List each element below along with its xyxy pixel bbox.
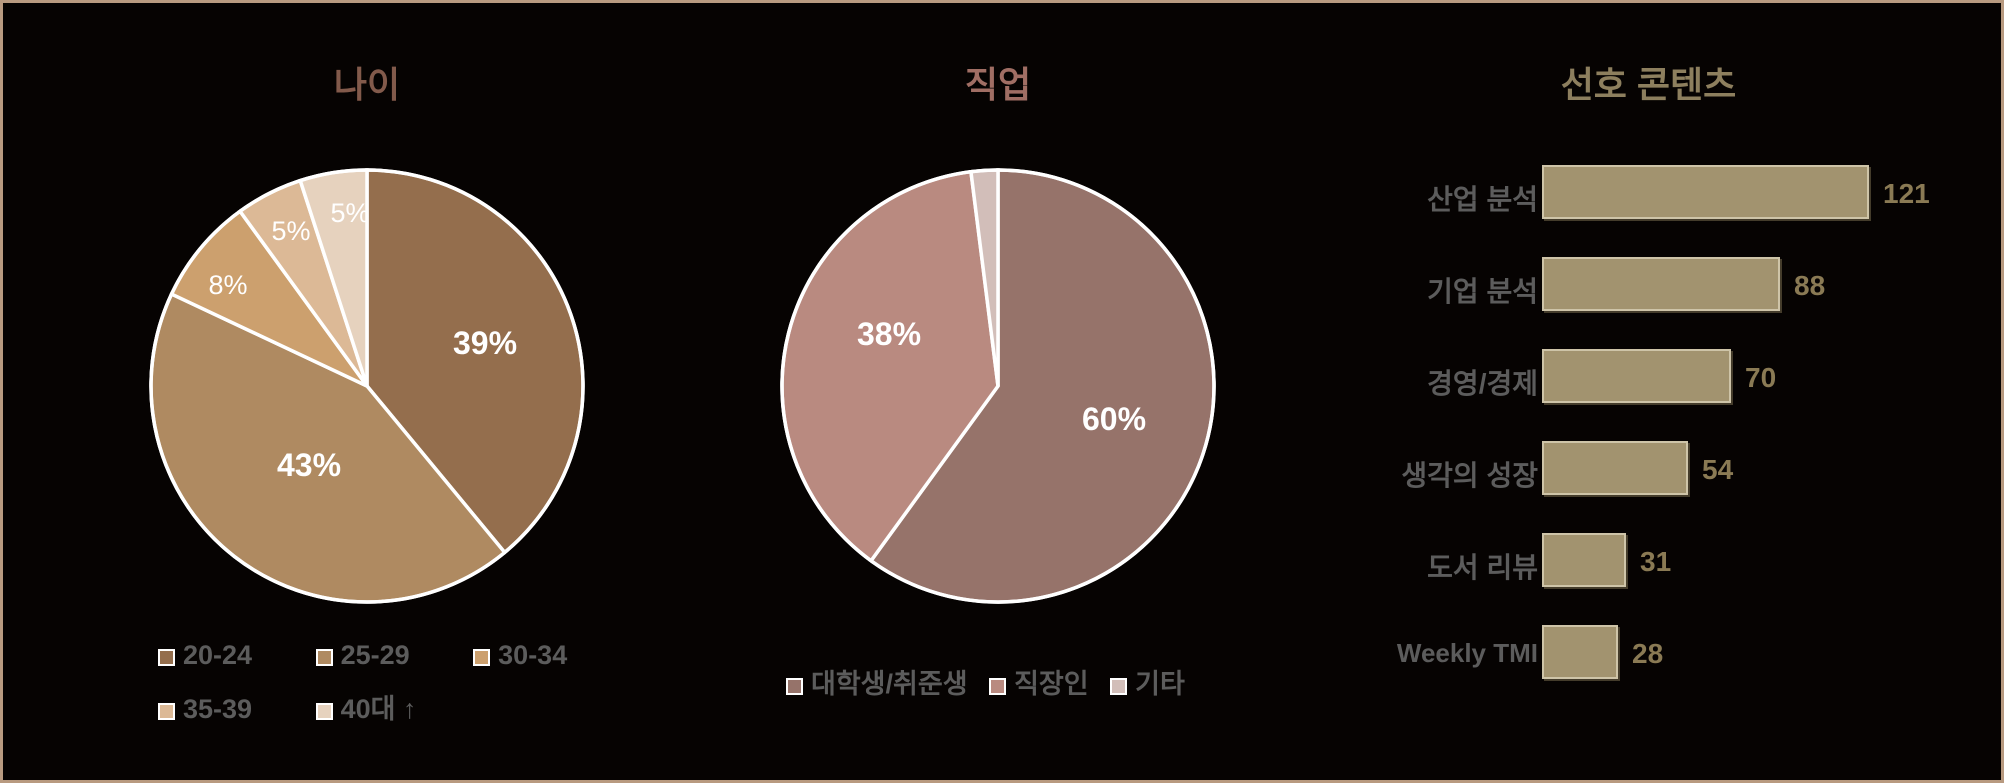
svg-text:8%: 8% xyxy=(208,270,247,300)
svg-text:43%: 43% xyxy=(277,447,341,483)
svg-text:5%: 5% xyxy=(271,216,310,246)
svg-text:39%: 39% xyxy=(453,325,517,361)
svg-text:38%: 38% xyxy=(857,316,921,352)
svg-text:5%: 5% xyxy=(330,198,369,228)
svg-text:60%: 60% xyxy=(1082,401,1146,437)
